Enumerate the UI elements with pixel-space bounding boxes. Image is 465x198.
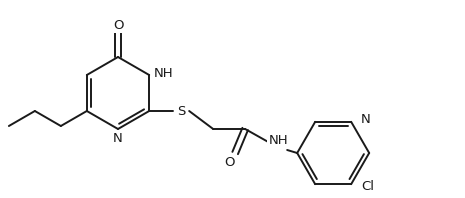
- Text: Cl: Cl: [361, 180, 374, 193]
- Text: O: O: [113, 18, 123, 31]
- Text: N: N: [361, 113, 371, 126]
- Text: N: N: [113, 131, 123, 145]
- Text: O: O: [224, 155, 234, 168]
- Text: S: S: [177, 105, 186, 117]
- Text: NH: NH: [268, 133, 288, 147]
- Text: NH: NH: [153, 67, 173, 80]
